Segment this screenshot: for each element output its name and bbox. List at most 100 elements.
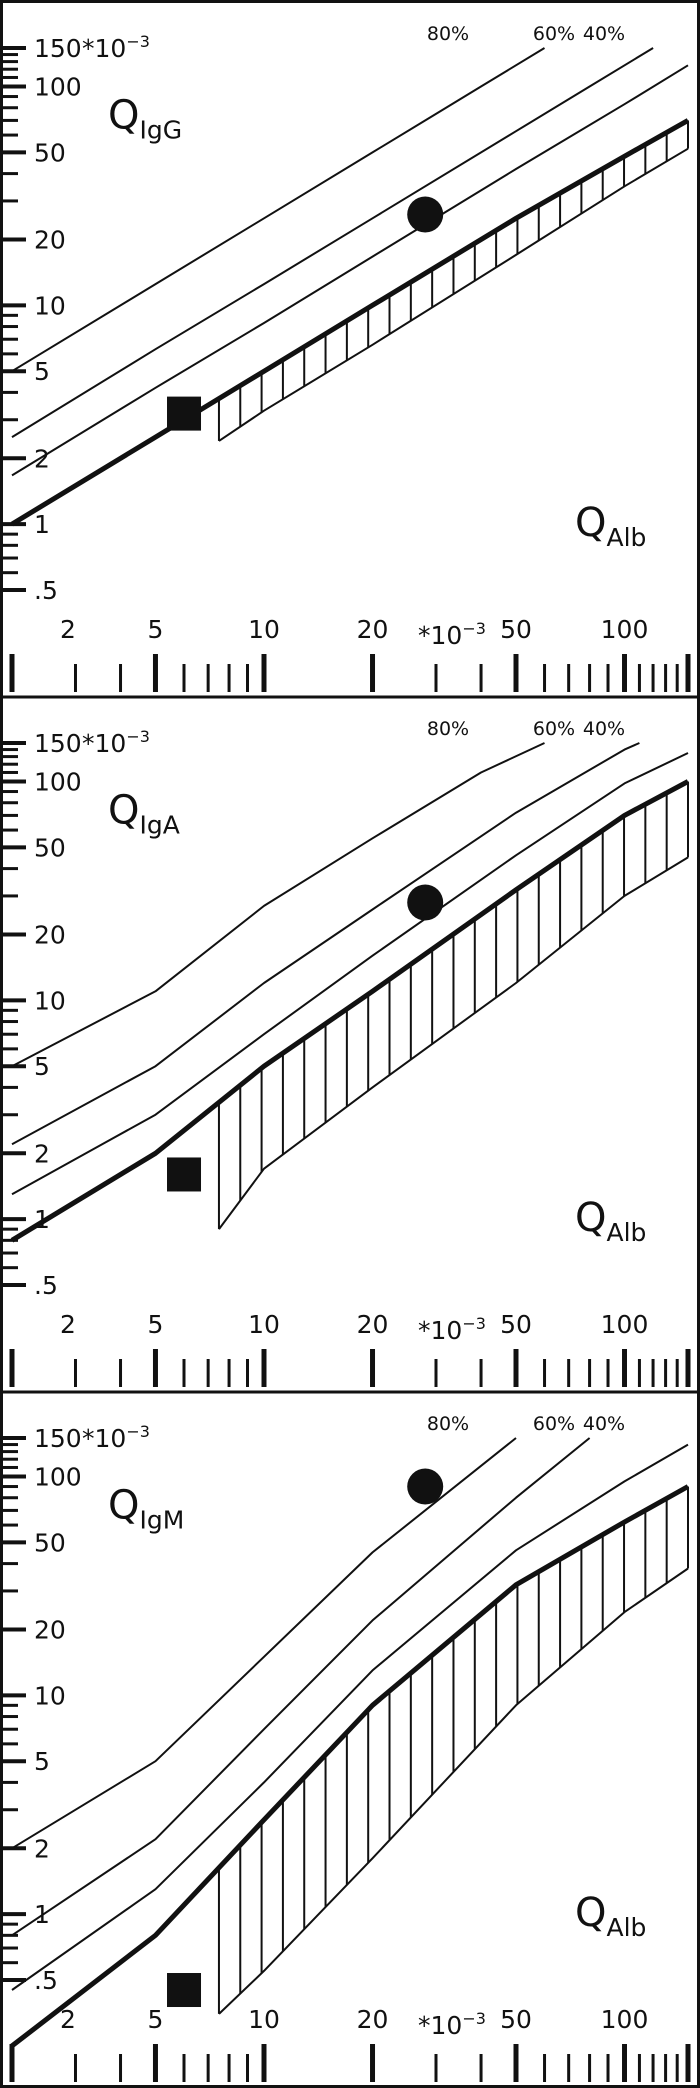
x-tick-label: 20 <box>357 615 389 644</box>
x-axis-title: QAlb <box>575 500 646 552</box>
y-axis-ticks <box>2 741 26 1287</box>
y-axis-ticks <box>2 1436 26 1982</box>
fraction-line-80pct <box>11 47 546 373</box>
fraction-line-40pct <box>11 64 689 477</box>
y-tick-label: 50 <box>34 833 66 862</box>
circle-marker <box>407 196 444 233</box>
y-tick-label: 50 <box>34 138 66 167</box>
y-tick-label: .5 <box>34 1966 58 1995</box>
fraction-line-60pct <box>11 1437 591 1937</box>
fraction-line-60pct <box>11 742 640 1146</box>
fraction-line-40pct <box>11 1443 689 1991</box>
y-axis-title: QIgA <box>108 788 180 840</box>
percent-label: 80% <box>427 718 469 740</box>
percent-label: 40% <box>583 718 625 740</box>
x-unit-label: *10−3 <box>418 2009 486 2040</box>
square-marker <box>167 1157 202 1192</box>
y-tick-label: 10 <box>34 291 66 320</box>
y-tick-label: 100 <box>34 73 82 102</box>
y-axis-title: QIgG <box>108 93 182 145</box>
x-unit-label: *10−3 <box>418 619 486 650</box>
x-axis-title: QAlb <box>575 1890 646 1942</box>
x-axis-ticks <box>9 654 691 692</box>
x-tick-label: 100 <box>601 1310 649 1339</box>
y-tick-label: 10 <box>34 986 66 1015</box>
y-tick-label: 2 <box>34 444 50 473</box>
fraction-line-80pct <box>11 1437 517 1850</box>
y-tick-label: 10 <box>34 1681 66 1710</box>
lower-limit-curve <box>218 147 689 442</box>
y-tick-label: 1 <box>34 510 50 539</box>
x-tick-label: 50 <box>500 1310 532 1339</box>
x-tick-label: 20 <box>357 1310 389 1339</box>
x-axis-ticks <box>9 1349 691 1387</box>
panel-iga: 150 100 50 20 10 5 2 1 .5 *10−3 QIgA QAlb 80% 60% 40% 2… <box>2 718 691 1387</box>
square-marker <box>167 1973 202 2008</box>
y-tick-label: 2 <box>34 1834 50 1863</box>
x-tick-label: 2 <box>60 2005 76 2034</box>
plot-area <box>10 742 690 1243</box>
y-tick-label: .5 <box>34 1271 58 1300</box>
y-tick-label: 5 <box>34 357 50 386</box>
percent-label: 40% <box>583 23 625 45</box>
y-axis-ticks <box>2 46 26 592</box>
fraction-line-40pct <box>11 752 689 1196</box>
y-tick-label: .5 <box>34 576 58 605</box>
y-tick-label: 150 <box>34 34 82 63</box>
y-tick-label: 1 <box>34 1900 50 1929</box>
y-tick-label: 5 <box>34 1052 50 1081</box>
percent-label: 80% <box>427 1413 469 1435</box>
reference-range-hatching <box>217 781 689 1230</box>
y-tick-label: 100 <box>34 768 82 797</box>
percent-label: 60% <box>533 718 575 740</box>
percent-label: 60% <box>533 1413 575 1435</box>
lower-limit-curve <box>218 856 689 1230</box>
x-axis-title: QAlb <box>575 1195 646 1247</box>
x-tick-label: 10 <box>248 1310 280 1339</box>
y-tick-label: 20 <box>34 920 66 949</box>
x-tick-label: 5 <box>148 1310 164 1339</box>
x-tick-label: 100 <box>601 615 649 644</box>
x-tick-label: 10 <box>248 615 280 644</box>
percent-label: 60% <box>533 23 575 45</box>
x-unit-label: *10−3 <box>418 1314 486 1345</box>
y-tick-label: 2 <box>34 1139 50 1168</box>
y-tick-label: 50 <box>34 1528 66 1557</box>
reference-range-hatching <box>217 1486 689 2014</box>
x-tick-label: 5 <box>148 2005 164 2034</box>
plot-area <box>10 1437 690 2048</box>
circle-marker <box>407 1468 444 1505</box>
y-unit-label: *10−3 <box>82 1422 150 1453</box>
x-tick-label: 2 <box>60 615 76 644</box>
circle-marker <box>407 884 444 921</box>
x-axis-ticks <box>9 2044 691 2082</box>
y-tick-label: 150 <box>34 1424 82 1453</box>
y-tick-label: 150 <box>34 729 82 758</box>
y-tick-label: 100 <box>34 1463 82 1492</box>
y-tick-label: 20 <box>34 225 66 254</box>
reference-range-hatching <box>217 120 689 441</box>
y-axis-title: QIgM <box>108 1483 184 1535</box>
x-tick-label: 50 <box>500 615 532 644</box>
percent-label: 40% <box>583 1413 625 1435</box>
x-tick-label: 2 <box>60 1310 76 1339</box>
x-tick-label: 20 <box>357 2005 389 2034</box>
y-unit-label: *10−3 <box>82 32 150 63</box>
square-marker <box>167 396 202 431</box>
fraction-line-60pct <box>11 47 654 438</box>
upper-limit-curve <box>10 779 690 1243</box>
plot-area <box>10 47 690 527</box>
y-tick-label: 5 <box>34 1747 50 1776</box>
x-tick-label: 50 <box>500 2005 532 2034</box>
x-tick-label: 10 <box>248 2005 280 2034</box>
y-tick-label: 20 <box>34 1615 66 1644</box>
percent-label: 80% <box>427 23 469 45</box>
x-tick-label: 5 <box>148 615 164 644</box>
upper-limit-curve <box>10 1484 690 2048</box>
y-unit-label: *10−3 <box>82 727 150 758</box>
panel-igm: 150 100 50 20 10 5 2 1 .5 *10−3 QIgM QAlb 80% 60% 40% 2… <box>2 1413 691 2082</box>
lower-limit-curve <box>218 1567 689 2015</box>
panel-igg: 150 100 50 20 10 5 2 1 .5 *10−3 QIgG QAlb 80% 60% 40% 2… <box>2 23 691 692</box>
